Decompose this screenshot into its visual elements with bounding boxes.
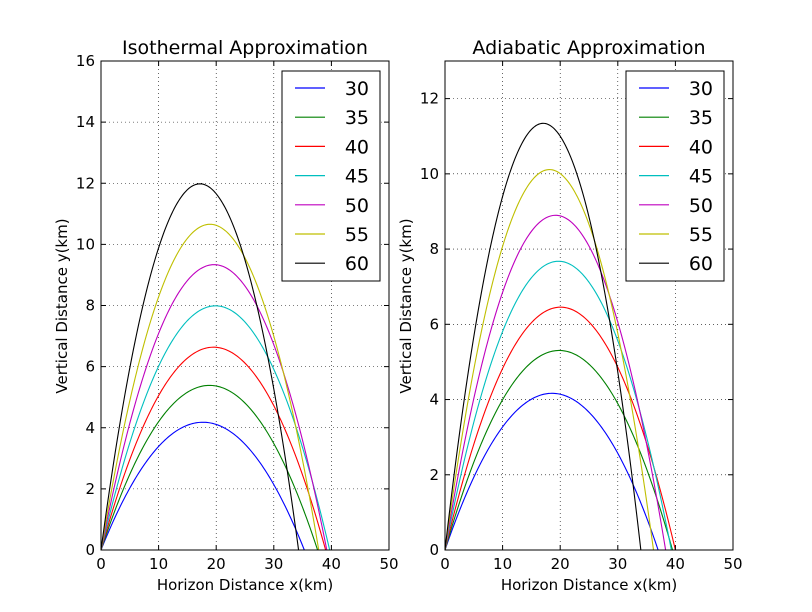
isothermal-xtick-label: 0 [96,555,106,573]
isothermal-series-40-line [100,346,327,551]
isothermal-panel: Isothermal Approximation Horizon Distanc… [53,37,399,594]
adiabatic-ytick-label: 6 [429,315,439,333]
isothermal-ytick-label: 2 [85,480,95,498]
adiabatic-series-40-line [444,306,676,551]
isothermal-title: Isothermal Approximation [122,37,368,59]
isothermal-ylabel: Vertical Distance y(km) [53,218,71,393]
isothermal-legend-label-30: 30 [345,78,369,100]
isothermal-legend-label-35: 35 [345,107,369,129]
isothermal-xlabel: Horizon Distance x(km) [157,576,333,594]
isothermal-legend-label-50: 50 [345,195,369,217]
isothermal-xtick-label: 30 [264,555,283,573]
adiabatic-ytick-label: 2 [429,466,439,484]
isothermal-ytick-label: 6 [85,358,95,376]
isothermal-ytick-label: 14 [76,113,95,131]
isothermal-xtick-label: 50 [379,555,398,573]
adiabatic-title: Adiabatic Approximation [472,37,705,59]
adiabatic-legend-label-50: 50 [689,195,713,217]
isothermal-ytick-label: 0 [85,541,95,559]
adiabatic-legend-label-60: 60 [689,253,713,275]
adiabatic-xlabel: Horizon Distance x(km) [501,576,677,594]
adiabatic-xtick-label: 0 [440,555,450,573]
adiabatic-ytick-label: 10 [420,165,439,183]
isothermal-ytick-label: 8 [85,297,95,315]
adiabatic-ytick-label: 4 [429,391,439,409]
adiabatic-ylabel: Vertical Distance y(km) [397,218,415,393]
isothermal-xtick-label: 40 [322,555,341,573]
isothermal-xtick-label: 20 [207,555,226,573]
isothermal-legend-label-45: 45 [345,166,369,188]
adiabatic-series-60-line [444,122,642,551]
adiabatic-legend-label-45: 45 [689,166,713,188]
isothermal-legend-label-40: 40 [345,136,369,158]
isothermal-ytick-label: 10 [76,235,95,253]
adiabatic-xtick-label: 50 [723,555,742,573]
adiabatic-ytick-label: 8 [429,240,439,258]
isothermal-series-60-line [100,183,300,551]
adiabatic-xtick-label: 20 [551,555,570,573]
isothermal-ytick-label: 4 [85,419,95,437]
isothermal-ytick-label: 16 [76,52,95,70]
adiabatic-series-30-line [444,392,659,551]
isothermal-series-50-line [100,264,328,551]
adiabatic-legend-label-35: 35 [689,107,713,129]
adiabatic-ytick-label: 12 [420,90,439,108]
isothermal-series-55-line [100,223,320,551]
adiabatic-series-45-line [444,260,672,551]
isothermal-legend-label-60: 60 [345,253,369,275]
adiabatic-ytick-label: 0 [429,541,439,559]
adiabatic-xtick-label: 30 [608,555,627,573]
isothermal-legend-label-55: 55 [345,224,369,246]
adiabatic-legend: 30 35 40 45 50 55 60 [625,70,725,282]
adiabatic-series-50-line [444,214,667,551]
adiabatic-axes-frame [444,60,734,551]
isothermal-ytick-label: 12 [76,174,95,192]
adiabatic-series-55-line [444,169,655,551]
adiabatic-panel: Adiabatic Approximation Horizon Distance… [397,37,743,594]
adiabatic-legend-label-30: 30 [689,78,713,100]
adiabatic-xtick-label: 10 [493,555,512,573]
adiabatic-series-35-line [444,349,674,551]
adiabatic-xtick-label: 40 [666,555,685,573]
adiabatic-legend-label-55: 55 [689,224,713,246]
isothermal-series-35-line [100,384,319,551]
isothermal-xtick-label: 10 [149,555,168,573]
isothermal-legend: 30 35 40 45 50 55 60 [281,70,381,282]
adiabatic-legend-label-40: 40 [689,136,713,158]
isothermal-series-30-line [100,421,305,551]
isothermal-series-45-line [100,305,331,551]
